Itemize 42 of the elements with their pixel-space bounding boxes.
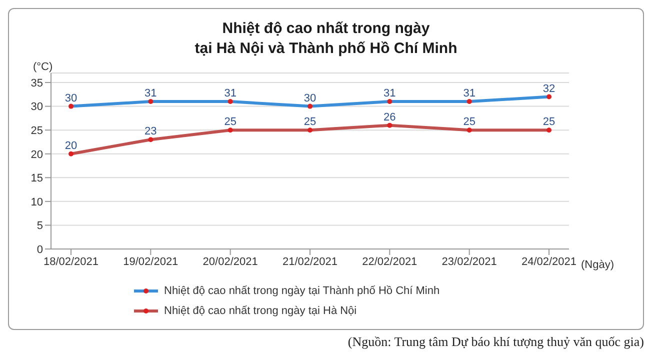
data-label: 20	[64, 140, 78, 152]
data-label: 32	[542, 82, 556, 95]
point	[546, 128, 552, 133]
y-tick-label: 30	[30, 101, 43, 114]
x-tick-label: 19/02/2021	[123, 256, 178, 268]
data-label: 26	[384, 111, 396, 124]
point	[228, 128, 233, 133]
x-tick-label: 24/02/2021	[521, 256, 577, 268]
data-label: 25	[224, 116, 236, 128]
y-tick-label: 35	[30, 77, 43, 90]
point	[148, 137, 154, 142]
x-tick-label: 21/02/2021	[282, 256, 338, 268]
x-tick-label: 18/02/2021	[43, 256, 99, 268]
data-label: 25	[542, 116, 556, 128]
x-tick-label: 23/02/2021	[442, 256, 497, 268]
point	[466, 128, 472, 133]
y-tick-label: 5	[36, 220, 43, 232]
y-tick-label: 20	[30, 148, 43, 161]
y-tick-label: 15	[30, 172, 43, 185]
text: (Nguồn: Trung tâm Dự báo khí tượng thuỷ văn quốc gia)	[348, 334, 644, 349]
data-label: 31	[224, 88, 236, 100]
x-axis-title: (Ngày)	[581, 259, 614, 271]
x-tick-label: 20/02/2021	[202, 256, 258, 268]
data-label: 30	[304, 92, 316, 104]
y-axis-title: (°C)	[33, 61, 53, 73]
data-label: 31	[384, 88, 396, 100]
data-label: 25	[463, 116, 476, 128]
legend-label: Nhiệt độ cao nhất trong ngày tại Hà Nội	[164, 304, 357, 319]
point	[387, 122, 392, 128]
y-tick-label: 0	[36, 244, 43, 256]
x-tick-label: 22/02/2021	[362, 256, 418, 268]
chart-title: Nhiệt độ cao nhất trong ngày tại Hà Nội và Thành phố Hồ Chí Minh	[194, 19, 458, 59]
data-label: 31	[144, 88, 157, 100]
y-tick-label: 10	[30, 196, 43, 208]
y-tick-label: 25	[30, 124, 43, 137]
point	[68, 151, 74, 156]
point	[308, 128, 312, 133]
legend-label: Nhiệt độ cao nhất trong ngày tại Thành phố Hồ Chí Minh	[164, 284, 440, 299]
data-label: 25	[304, 116, 316, 128]
data-label: 23	[144, 126, 157, 138]
data-label: 31	[463, 88, 476, 100]
data-label: 30	[64, 92, 78, 104]
